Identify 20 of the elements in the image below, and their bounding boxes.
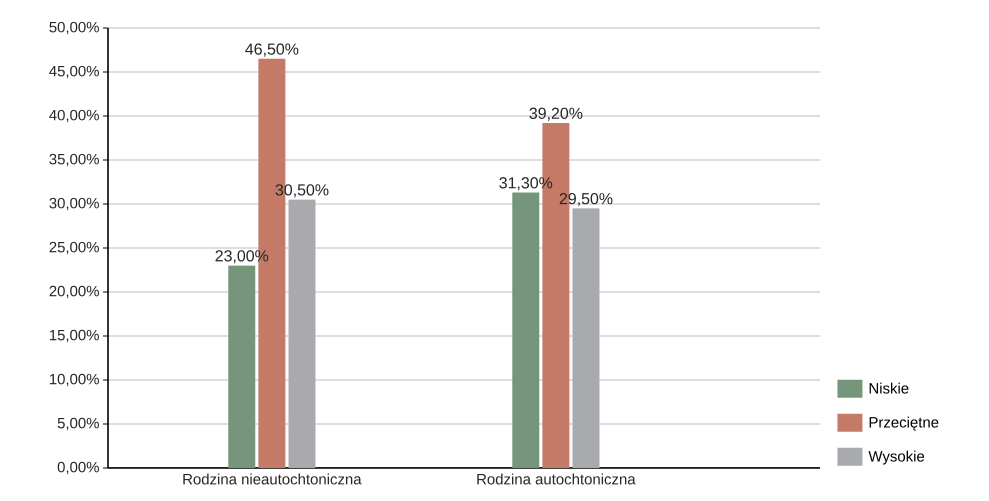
y-tick-label: 0,00% [58,462,99,474]
y-tick-label: 5,00% [58,418,99,430]
y-tick-label: 50,00% [49,22,99,34]
x-tick-label: Rodzina autochtoniczna [477,474,636,484]
y-tick-label: 20,00% [50,286,99,298]
bar [512,192,540,468]
legend-label: Wysokie [868,450,924,465]
x-tick-label: Rodzina nieautochtoniczna [183,474,362,484]
legend-label: Niskie [870,382,908,394]
bar [228,266,256,468]
y-tick-label: 35,00% [49,154,99,166]
legend-label: Przeciętne [870,416,938,431]
y-tick-label: 45,00% [49,66,99,78]
data-label: 39,20% [529,108,582,121]
y-tick-label: 40,00% [49,110,99,122]
y-tick-label: 10,00% [50,374,99,386]
y-tick-label: 25,00% [50,242,99,254]
data-label: 46,50% [245,43,298,57]
y-tick-label: 15,00% [50,330,99,342]
y-tick-label: 30,00% [49,198,99,210]
